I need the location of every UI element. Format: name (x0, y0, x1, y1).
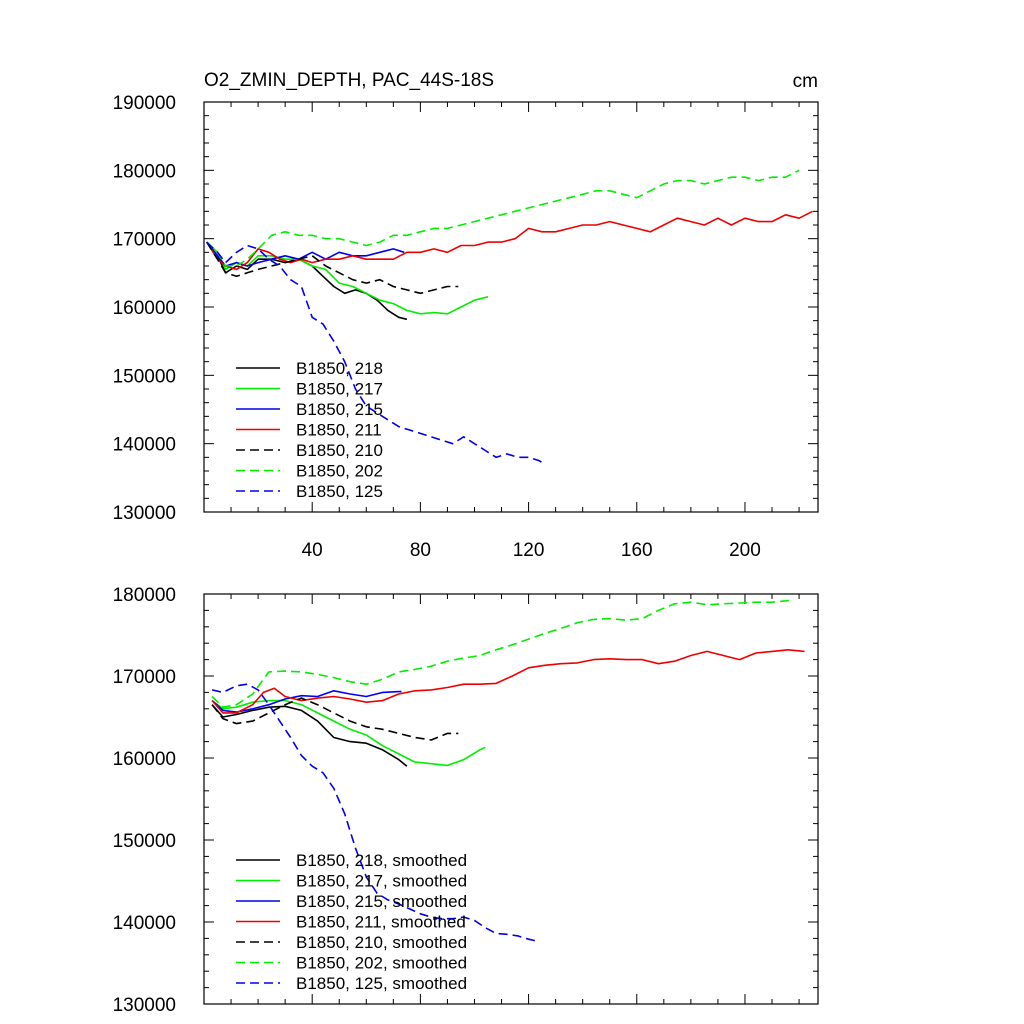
y-tick-label: 140000 (113, 435, 176, 456)
top-ticks (204, 101, 818, 513)
bottom-ticks (204, 593, 818, 1005)
x-tick-label: 80 (410, 540, 431, 561)
top-x-tick-labels: 40 80 120 160 200 (302, 540, 761, 561)
bottom-plot-frame (203, 593, 819, 1005)
y-tick-label: 130000 (113, 503, 176, 524)
y-tick-label: 130000 (113, 995, 176, 1016)
series-line-3 (211, 648, 805, 714)
top-y-tick-labels: 130000 140000 150000 160000 170000 180000 1900… (113, 93, 176, 524)
legend-label-0: B1850, 218 (296, 359, 383, 378)
units-label: cm (793, 71, 818, 92)
y-tick-label: 150000 (113, 366, 176, 387)
series-line-0 (211, 704, 408, 767)
y-tick-label: 190000 (113, 93, 176, 114)
y-tick-label: 170000 (113, 230, 176, 251)
series-line-3 (206, 210, 813, 271)
y-tick-label: 160000 (113, 298, 176, 319)
y-tick-label: 180000 (113, 161, 176, 182)
y-tick-label: 140000 (113, 913, 176, 934)
legend-label-6: B1850, 125, smoothed (296, 974, 467, 993)
legend-label-3: B1850, 211, smoothed (296, 913, 466, 932)
series-line-4 (206, 241, 459, 295)
bottom-series-layer (211, 598, 805, 943)
legend-label-2: B1850, 215 (296, 400, 383, 419)
bottom-legend: B1850, 218, smoothed B1850, 217, smoothed… (236, 851, 467, 993)
series-line-4 (211, 697, 459, 741)
series-line-1 (211, 699, 486, 767)
y-tick-label: 160000 (113, 749, 176, 770)
top-series-layer (206, 169, 813, 465)
legend-label-1: B1850, 217, smoothed (296, 872, 467, 891)
series-line-1 (206, 241, 489, 315)
series-line-5 (206, 169, 800, 267)
x-tick-label: 40 (302, 540, 323, 561)
legend-label-4: B1850, 210, smoothed (296, 933, 467, 952)
bottom-panel: 130000 140000 150000 160000 170000 180000 B18… (113, 585, 819, 1016)
legend-label-4: B1850, 210 (296, 441, 383, 460)
legend-label-1: B1850, 217 (296, 380, 383, 399)
legend-label-3: B1850, 211 (296, 421, 382, 440)
series-line-6 (206, 241, 546, 465)
y-tick-label: 170000 (113, 667, 176, 688)
y-tick-label: 150000 (113, 831, 176, 852)
series-line-6 (211, 683, 540, 943)
legend-label-5: B1850, 202 (296, 462, 383, 481)
top-panel: O2_ZMIN_DEPTH, PAC_44S-18S cm 130000 1400… (113, 70, 819, 561)
legend-label-6: B1850, 125 (296, 482, 383, 501)
x-tick-label: 200 (729, 540, 761, 561)
y-tick-label: 180000 (113, 585, 176, 606)
x-tick-label: 160 (621, 540, 653, 561)
series-line-5 (211, 598, 794, 709)
x-tick-label: 120 (513, 540, 545, 561)
legend-label-0: B1850, 218, smoothed (296, 851, 467, 870)
legend-label-2: B1850, 215, smoothed (296, 892, 467, 911)
bottom-y-tick-labels: 130000 140000 150000 160000 170000 180000 (113, 585, 176, 1016)
legend-label-5: B1850, 202, smoothed (296, 954, 467, 973)
chart-title: O2_ZMIN_DEPTH, PAC_44S-18S (204, 70, 494, 91)
